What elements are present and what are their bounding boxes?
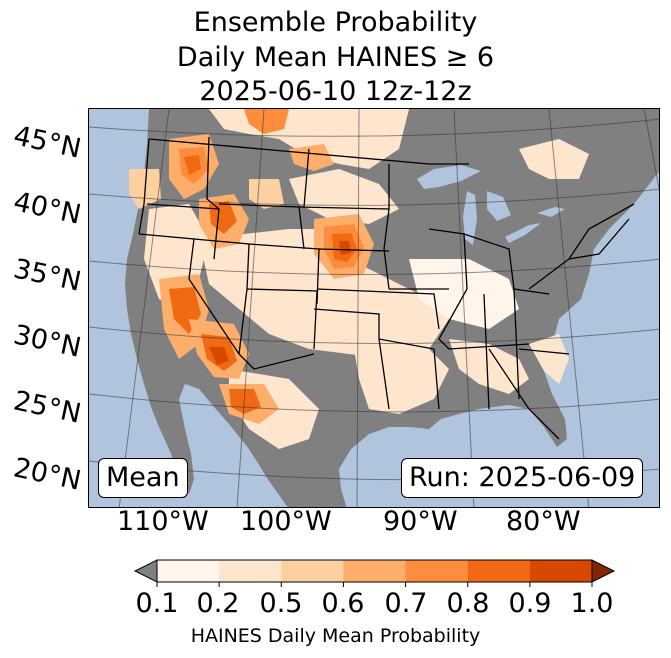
colorbar-bin xyxy=(405,560,469,582)
colorbar-tick: 0.6 xyxy=(321,588,365,619)
gulf-of-california xyxy=(185,384,227,454)
lake-superior xyxy=(417,165,481,189)
lake-huron xyxy=(487,191,511,221)
colorbar-bin xyxy=(343,560,407,582)
colorbar-label: HAINES Daily Mean Probability xyxy=(190,625,481,647)
colorbar-tick: 0.5 xyxy=(259,588,303,619)
colorbar-bin xyxy=(529,560,593,582)
colorbar-bin xyxy=(157,560,220,582)
latitude-label-35: 35°N xyxy=(10,253,84,298)
run-date-label: Run: 2025-06-09 xyxy=(401,458,644,498)
lake-michigan xyxy=(463,191,477,245)
colorbar-bin xyxy=(219,560,282,582)
colorbar xyxy=(133,559,616,587)
longitude-label-110: 110°W xyxy=(117,506,209,537)
colorbar-tick: 1.0 xyxy=(570,588,614,619)
title-line-3: 2025-06-10 12z-12z xyxy=(199,76,472,107)
colorbar-tick: 0.8 xyxy=(446,588,490,619)
title-line-1: Ensemble Probability xyxy=(193,7,478,38)
colorbar-bin xyxy=(281,560,344,582)
colorbar-tick: 0.9 xyxy=(508,588,552,619)
colorbar-tick: 0.7 xyxy=(384,588,428,619)
mean-label: Mean xyxy=(98,458,188,498)
colorbar-over-arrow xyxy=(591,559,616,583)
latitude-label-30: 30°N xyxy=(10,319,84,364)
latitude-label-45: 45°N xyxy=(10,120,84,165)
colorbar-tick: 0.1 xyxy=(135,588,179,619)
colorbar-tick: 0.2 xyxy=(196,588,240,619)
latitude-label-20: 20°N xyxy=(10,452,84,497)
longitude-label-90: 90°W xyxy=(383,506,458,537)
latitude-label-40: 40°N xyxy=(10,186,84,231)
latitude-label-25: 25°N xyxy=(10,385,84,430)
colorbar-under-arrow xyxy=(133,559,158,583)
longitude-label-80: 80°W xyxy=(506,506,581,537)
longitude-label-100: 100°W xyxy=(240,506,332,537)
title-line-2: Daily Mean HAINES ≥ 6 xyxy=(176,42,495,73)
probability-shading-high xyxy=(129,109,374,424)
colorbar-border xyxy=(156,559,593,583)
lake-erie xyxy=(505,223,541,243)
map-canvas xyxy=(89,109,659,507)
state-borders xyxy=(138,136,635,440)
probability-map xyxy=(88,108,660,508)
lake-ontario xyxy=(537,207,565,217)
colorbar-bin xyxy=(467,560,531,582)
